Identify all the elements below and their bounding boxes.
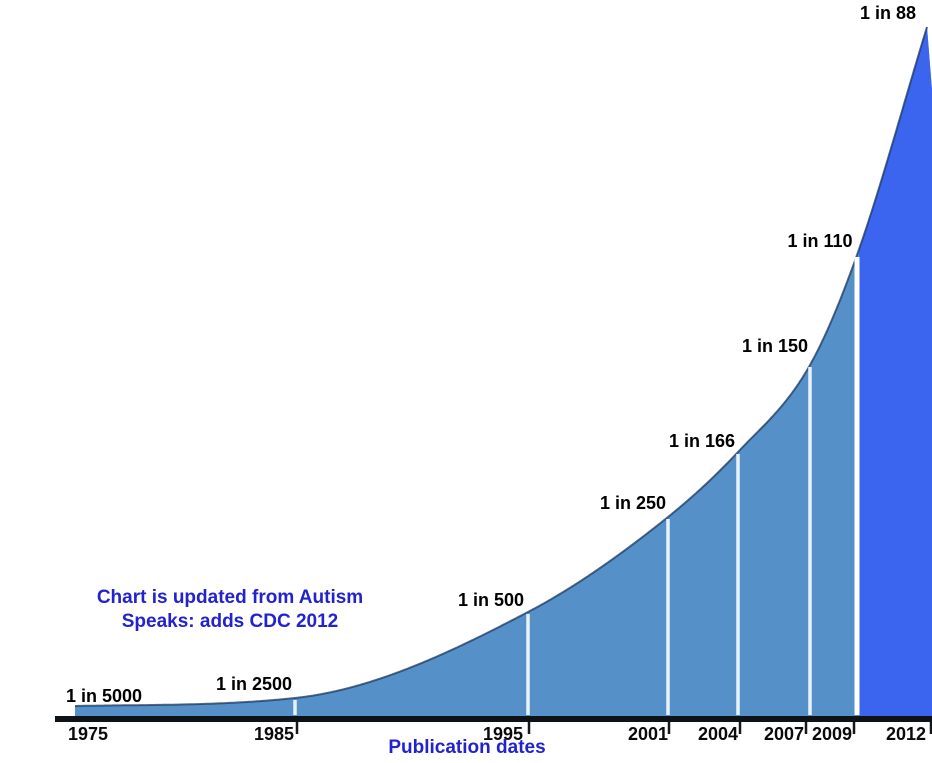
year-label-2007: 2007 (763, 724, 805, 744)
year-label-2009: 2009 (811, 724, 853, 744)
chart-annotation-line2: Speaks: adds CDC 2012 (121, 611, 339, 632)
chart-annotation-line1: Chart is updated from Autism (96, 587, 364, 608)
rate-label-1-in-110: 1 in 110 (787, 231, 853, 251)
year-label-2012: 2012 (885, 724, 927, 744)
rate-label-1-in-2500: 1 in 2500 (215, 674, 293, 694)
x-axis-line (55, 716, 932, 722)
rate-label-1-in-500: 1 in 500 (457, 590, 525, 610)
rate-label-1-in-5000: 1 in 5000 (65, 686, 143, 706)
rate-label-1-in-166: 1 in 166 (668, 431, 736, 451)
year-label-1985: 1985 (253, 724, 295, 744)
year-label-2001: 2001 (627, 724, 669, 744)
rate-label-1-in-150: 1 in 150 (741, 336, 809, 356)
rate-label-1-in-250: 1 in 250 (599, 493, 667, 513)
year-label-1975: 1975 (67, 724, 109, 744)
x-axis-title: Publication dates (388, 737, 546, 758)
highlight-area-2012 (859, 27, 932, 716)
prevalence-area (75, 27, 932, 716)
year-label-2004: 2004 (697, 724, 739, 744)
year-label-1995: 1995 (482, 724, 524, 744)
curve-top-edge (75, 26, 928, 707)
rate-label-1-in-88: 1 in 88 (859, 3, 917, 23)
chart-annotation: Chart is updated from Autism Speaks: add… (97, 586, 363, 634)
